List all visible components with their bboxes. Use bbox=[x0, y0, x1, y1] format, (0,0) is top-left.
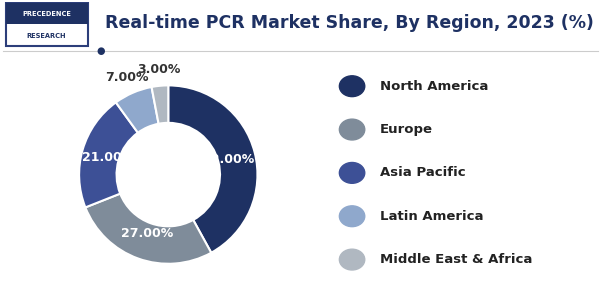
Wedge shape bbox=[79, 102, 138, 207]
Text: RESEARCH: RESEARCH bbox=[27, 33, 66, 39]
Circle shape bbox=[340, 76, 365, 97]
Wedge shape bbox=[151, 85, 168, 124]
Text: 21.00%: 21.00% bbox=[82, 151, 135, 164]
Text: 27.00%: 27.00% bbox=[121, 227, 173, 240]
FancyBboxPatch shape bbox=[5, 3, 88, 24]
Text: Real-time PCR Market Share, By Region, 2023 (%): Real-time PCR Market Share, By Region, 2… bbox=[105, 14, 594, 32]
Circle shape bbox=[340, 163, 365, 183]
Text: 7.00%: 7.00% bbox=[105, 72, 148, 85]
Text: Europe: Europe bbox=[380, 123, 433, 136]
Text: PRECEDENCE: PRECEDENCE bbox=[22, 11, 71, 17]
Circle shape bbox=[340, 249, 365, 270]
Text: ●: ● bbox=[97, 46, 105, 56]
Circle shape bbox=[340, 206, 365, 227]
Circle shape bbox=[340, 119, 365, 140]
Wedge shape bbox=[116, 87, 159, 133]
Wedge shape bbox=[85, 194, 211, 264]
Text: Asia Pacific: Asia Pacific bbox=[380, 166, 465, 179]
Text: Latin America: Latin America bbox=[380, 210, 483, 223]
Text: North America: North America bbox=[380, 80, 488, 93]
FancyBboxPatch shape bbox=[5, 3, 88, 46]
Text: Middle East & Africa: Middle East & Africa bbox=[380, 253, 532, 266]
Wedge shape bbox=[168, 85, 257, 253]
Text: 42.00%: 42.00% bbox=[203, 153, 255, 166]
Text: 3.00%: 3.00% bbox=[136, 63, 180, 76]
